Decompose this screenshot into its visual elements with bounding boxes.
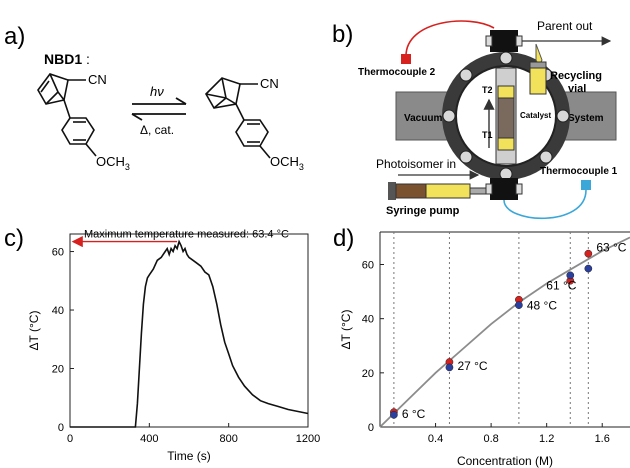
- data-point: [390, 410, 398, 419]
- cn-label-right: CN: [260, 76, 279, 91]
- quadricyclane-structure: [205, 77, 271, 159]
- point-annotation: 61 °C: [546, 278, 576, 292]
- y-tick-label: 0: [368, 422, 374, 434]
- thermocouple2-sensor: [401, 54, 411, 64]
- y-tick-label: 20: [362, 368, 374, 380]
- panel-b-letter: b): [332, 21, 353, 48]
- point-annotation: 6 °C: [402, 407, 426, 421]
- data-point: [445, 363, 454, 372]
- fit-curve: [379, 236, 630, 428]
- y-tick-label: 60: [52, 247, 64, 259]
- compound-colon: :: [86, 51, 90, 67]
- panel-d-letter: d): [333, 225, 354, 252]
- thermocouple2-wire: [405, 20, 495, 57]
- panel-d: d) 0.4 0.8 1.2 1.6 0 20 40 60 Concentration (M) Δ…: [333, 225, 630, 468]
- y-tick-label: 60: [362, 260, 374, 272]
- equilibrium-arrows: hν Δ, cat.: [131, 84, 187, 137]
- data-point: [584, 249, 593, 258]
- x-tick-label: 0.8: [483, 433, 498, 445]
- x-tick-label: 400: [140, 433, 158, 445]
- x-tick-label: 1.2: [539, 433, 554, 445]
- vacuum-label: Vacuum: [404, 113, 442, 124]
- point-annotation: 27 °C: [457, 359, 487, 373]
- thermocouple1-wire: [503, 189, 587, 220]
- och3-label-right: OCH3: [270, 154, 304, 172]
- outlet-fitting: [490, 30, 518, 52]
- catalyst-bed: [497, 97, 515, 139]
- syringe-pump: [388, 182, 487, 200]
- system-label: System: [568, 113, 604, 124]
- x-tick-label: 1.6: [595, 433, 610, 445]
- panel-c: c) 0 400 800 1200 0 20 40 60 Time (s) ΔT (°C) Maxi…: [4, 225, 320, 463]
- t2-label: T2: [482, 85, 493, 95]
- panel-c-letter: c): [4, 225, 24, 252]
- t1-sensor: [497, 137, 515, 151]
- x-tick-label: 0.4: [428, 433, 443, 445]
- y-tick-label: 40: [362, 314, 374, 326]
- chart-temperature-vs-time: 0 400 800 1200 0 20 40 60 Time (s) ΔT (°C) Maximum…: [27, 229, 320, 463]
- panel-a: a) NBD1 : CN OCH3 hν Δ, cat.: [4, 23, 304, 172]
- x-tick-label: 1200: [296, 433, 320, 445]
- photoisomer-in-label: Photoisomer in: [376, 157, 456, 171]
- thermocouple1-label: Thermocouple 1: [540, 166, 618, 177]
- data-point: [566, 271, 575, 280]
- och3-label-left: OCH3: [96, 154, 130, 172]
- hv-label: hν: [150, 84, 164, 99]
- y-axis-label: ΔT (°C): [27, 311, 41, 351]
- parent-out-label: Parent out: [537, 19, 593, 33]
- thermocouple1-sensor: [581, 180, 591, 190]
- x-axis-label: Time (s): [167, 449, 211, 463]
- panel-b: b) Vacuum System T2 T1 Catalyst Parent o…: [332, 19, 618, 220]
- point-annotation: 63 °C: [596, 241, 626, 255]
- x-axis-label: Concentration (M): [457, 454, 553, 468]
- point-annotation: 48 °C: [527, 299, 557, 313]
- y-tick-label: 20: [52, 364, 64, 376]
- inlet-fitting: [490, 178, 518, 200]
- x-tick-label: 800: [219, 433, 237, 445]
- panel-a-letter: a): [4, 23, 25, 50]
- data-point: [584, 264, 593, 273]
- t2-sensor: [497, 85, 515, 99]
- norbornadiene-structure: [37, 73, 97, 157]
- recycling-label: Recycling: [550, 70, 602, 82]
- compound-name: NBD1: [44, 51, 82, 67]
- y-tick-label: 40: [52, 305, 64, 317]
- recycling-vial: [529, 65, 547, 95]
- y-tick-label: 0: [58, 422, 64, 434]
- plot-frame: [69, 233, 309, 428]
- x-tick-label: 0: [67, 433, 73, 445]
- vial-label: vial: [568, 83, 586, 95]
- catalyst-label: Catalyst: [520, 111, 551, 120]
- reverse-condition-label: Δ, cat.: [140, 123, 174, 137]
- chart-temperature-vs-concentration: 0.4 0.8 1.2 1.6 0 20 40 60 Concentration (M) ΔT (…: [339, 231, 630, 468]
- cn-label-left: CN: [88, 72, 107, 87]
- t1-label: T1: [482, 130, 493, 140]
- max-temperature-annotation: Maximum temperature measured: 63.4 °C: [84, 229, 289, 241]
- thermocouple2-label: Thermocouple 2: [358, 67, 436, 78]
- data-point: [515, 301, 523, 309]
- y-axis-label: ΔT (°C): [339, 310, 353, 350]
- temperature-trace: [70, 239, 309, 428]
- drop-icon: [535, 43, 543, 64]
- syringe-pump-label: Syringe pump: [386, 205, 460, 217]
